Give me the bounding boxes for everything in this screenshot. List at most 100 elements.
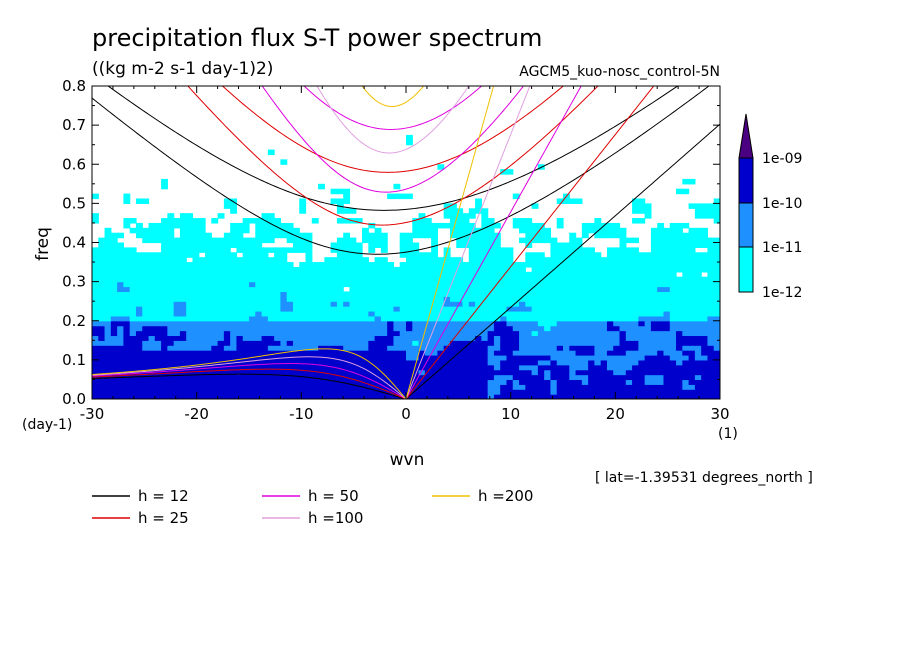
- field-cell: [657, 301, 665, 307]
- field-cell: [286, 384, 294, 390]
- field-cell: [387, 262, 395, 268]
- field-cell: [167, 252, 175, 258]
- field-cell: [493, 257, 501, 263]
- field-cell: [650, 389, 658, 395]
- field-cell: [550, 325, 558, 332]
- field-cell: [249, 242, 256, 248]
- field-cell: [449, 286, 457, 293]
- field-cell: [286, 237, 294, 244]
- field-cell: [449, 374, 457, 381]
- field-cell: [261, 389, 269, 395]
- field-cell: [242, 242, 250, 248]
- field-cell: [362, 286, 369, 293]
- field-cell: [236, 369, 244, 376]
- field-cell: [669, 384, 677, 390]
- field-cell: [701, 291, 709, 297]
- field-cell: [355, 389, 363, 395]
- field-cell: [606, 276, 614, 283]
- field-cell: [230, 340, 238, 346]
- field-cell: [581, 276, 589, 283]
- field-cell: [713, 394, 720, 399]
- field-cell: [644, 340, 652, 346]
- field-cell: [305, 257, 313, 263]
- field-cell: [468, 232, 476, 239]
- field-cell: [374, 310, 382, 317]
- field-cell: [519, 359, 526, 366]
- field-cell: [449, 359, 457, 366]
- field-cell: [267, 379, 275, 385]
- field-cell: [104, 247, 112, 253]
- field-cell: [117, 394, 124, 399]
- field-cell: [506, 169, 514, 175]
- field-cell: [211, 389, 219, 395]
- field-cell: [305, 281, 313, 288]
- field-cell: [456, 394, 464, 399]
- field-cell: [431, 237, 438, 244]
- field-cell: [267, 222, 275, 229]
- field-cell: [161, 345, 168, 351]
- field-cell: [355, 310, 363, 317]
- field-cell: [142, 315, 150, 322]
- field-cell: [512, 310, 520, 317]
- field-cell: [682, 242, 690, 248]
- field-cell: [406, 193, 413, 200]
- field-cell: [676, 345, 683, 351]
- field-cell: [236, 340, 244, 346]
- field-cell: [179, 218, 187, 224]
- field-cell: [142, 291, 150, 297]
- field-cell: [663, 281, 671, 288]
- field-cell: [650, 276, 658, 283]
- field-cell: [305, 262, 313, 268]
- field-cell: [148, 291, 156, 297]
- field-cell: [537, 252, 545, 258]
- field-cell: [506, 335, 514, 341]
- field-cell: [110, 354, 118, 361]
- field-cell: [600, 394, 608, 399]
- field-cell: [406, 286, 413, 293]
- field-cell: [676, 384, 683, 390]
- field-cell: [644, 354, 652, 361]
- field-cell: [223, 364, 231, 371]
- field-cell: [657, 306, 665, 312]
- field-cell: [663, 394, 671, 399]
- field-cell: [531, 291, 539, 297]
- field-cell: [173, 389, 181, 395]
- field-cell: [242, 384, 250, 390]
- field-cell: [393, 286, 401, 293]
- field-cell: [487, 286, 495, 293]
- field-cell: [431, 379, 438, 385]
- field-cell: [619, 237, 627, 244]
- field-cell: [123, 286, 131, 293]
- field-cell: [135, 374, 143, 381]
- field-cell: [406, 320, 413, 327]
- field-cell: [606, 394, 614, 399]
- field-cell: [619, 335, 627, 341]
- field-cell: [493, 222, 501, 229]
- field-cell: [619, 252, 627, 258]
- field-cell: [330, 286, 338, 293]
- field-cell: [713, 208, 720, 214]
- field-cell: [682, 188, 690, 195]
- field-cell: [625, 291, 633, 297]
- field-cell: [563, 384, 570, 390]
- field-cell: [255, 291, 263, 297]
- field-cell: [167, 247, 175, 253]
- field-cell: [280, 315, 288, 322]
- field-cell: [311, 354, 319, 361]
- field-cell: [657, 379, 665, 385]
- field-cell: [556, 262, 564, 268]
- field-cell: [519, 345, 526, 351]
- field-cell: [154, 359, 162, 366]
- field-cell: [506, 281, 514, 288]
- field-cell: [701, 252, 709, 258]
- field-cell: [449, 364, 457, 371]
- field-cell: [431, 227, 438, 234]
- field-cell: [135, 301, 143, 307]
- field-cell: [588, 340, 595, 346]
- field-cell: [519, 227, 526, 234]
- field-cell: [98, 325, 106, 332]
- field-cell: [625, 325, 633, 332]
- field-cell: [657, 281, 665, 288]
- field-cell: [650, 301, 658, 307]
- field-cell: [588, 379, 595, 385]
